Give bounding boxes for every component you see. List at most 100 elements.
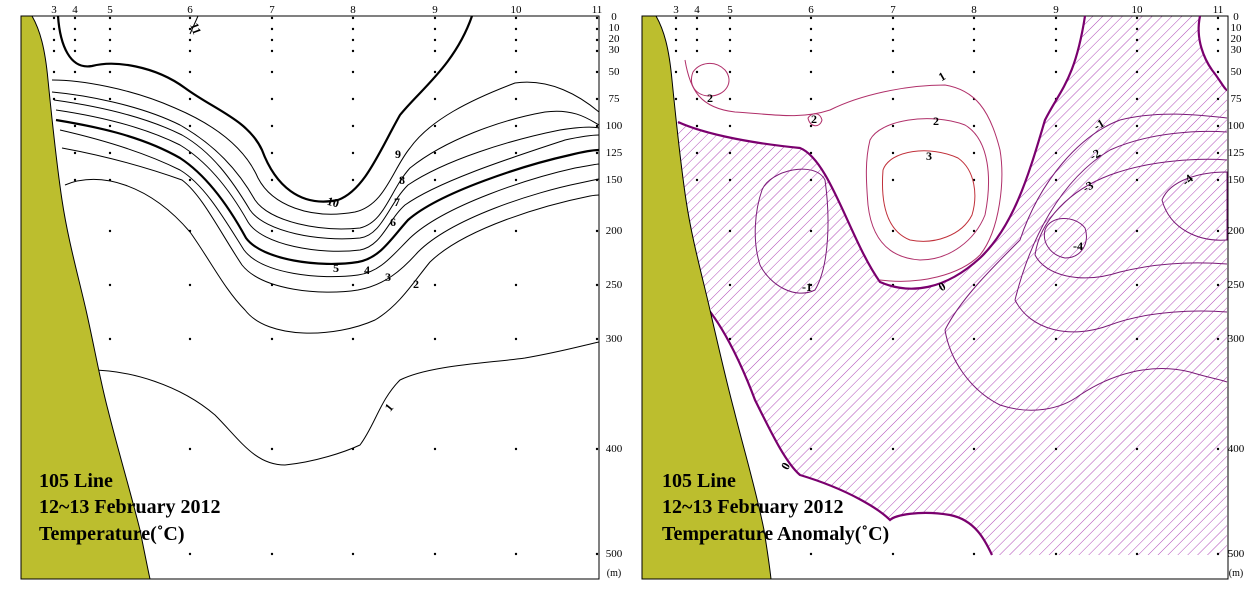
station-dot	[73, 49, 77, 53]
station-dot	[108, 283, 112, 287]
station-dot	[728, 97, 732, 101]
station-dot	[351, 283, 355, 287]
contour-minus3-lower	[1034, 254, 1228, 279]
station-dot	[809, 16, 813, 20]
station-dot	[809, 70, 813, 74]
depth-tick: 250	[1228, 279, 1245, 291]
station-dot	[972, 283, 976, 287]
contour-2	[64, 178, 600, 334]
depth-tick: 100	[1228, 120, 1245, 132]
station-dot	[674, 97, 678, 101]
station-tick: 7	[269, 4, 275, 16]
contour-labels: 11 10 9 8 7 6 5 4 3 2 1	[187, 21, 419, 414]
station-axis: 3 4 5 6 7 8 9 10 11	[673, 4, 1223, 16]
station-dot	[809, 229, 813, 233]
depth-tick: 125	[606, 147, 623, 159]
depth-tick: 150	[606, 174, 623, 186]
panel-caption: 105 Line 12~13 February 2012 Temperature…	[662, 470, 889, 545]
station-tick: 4	[72, 4, 78, 16]
station-dot	[972, 16, 976, 20]
station-dot	[351, 337, 355, 341]
station-dot	[1216, 283, 1220, 287]
station-dot	[891, 70, 895, 74]
depth-tick: 300	[606, 333, 623, 345]
station-dot	[1216, 16, 1220, 20]
contour-label: 2	[811, 112, 817, 126]
depth-tick: 50	[609, 66, 621, 78]
station-dot	[108, 38, 112, 42]
station-dot	[1135, 124, 1139, 128]
depth-tick: 100	[606, 120, 623, 132]
contour-9	[51, 79, 600, 215]
station-dot	[1216, 337, 1220, 341]
station-dot	[1135, 552, 1139, 556]
contour-plus2-small	[691, 63, 730, 97]
station-dot	[695, 38, 699, 42]
station-dot	[270, 337, 274, 341]
station-dot	[1135, 283, 1139, 287]
contour-minus4-left	[1043, 218, 1087, 259]
station-dot	[1054, 337, 1058, 341]
station-dot	[595, 447, 599, 451]
contour-label: 5	[333, 261, 339, 275]
station-dot	[674, 27, 678, 31]
depth-tick: 300	[1228, 333, 1245, 345]
station-axis: 3 4 5 6 7 8 9 10 11	[51, 4, 602, 16]
station-dot	[809, 552, 813, 556]
station-dot	[695, 178, 699, 182]
station-dot	[809, 49, 813, 53]
station-dot	[270, 178, 274, 182]
station-dot	[351, 16, 355, 20]
station-dot	[809, 124, 813, 128]
contour-plus2-tiny	[807, 113, 823, 127]
contour-label: -1	[802, 280, 812, 294]
contour-plus2	[865, 118, 989, 261]
station-dot	[695, 124, 699, 128]
station-dot	[695, 16, 699, 20]
contour-label: 2	[413, 277, 419, 291]
station-dot	[188, 178, 192, 182]
station-dot	[728, 38, 732, 42]
contour-label: 7	[394, 195, 400, 209]
station-tick: 11	[592, 4, 603, 16]
station-dot	[108, 16, 112, 20]
depth-tick: 10	[609, 22, 621, 34]
depth-tick: 50	[1231, 66, 1243, 78]
temperature-panel: 11 10 9 8 7 6 5 4 3 2 1 3 4 5 6 7 8 9 10…	[20, 4, 623, 580]
station-tick: 3	[51, 4, 57, 16]
depth-tick: 500	[606, 548, 623, 560]
station-dot	[595, 552, 599, 556]
station-dot	[1135, 151, 1139, 155]
station-dot	[73, 124, 77, 128]
station-dot	[1054, 552, 1058, 556]
station-dot	[1054, 70, 1058, 74]
contour-label: 3	[385, 270, 391, 284]
station-dot	[108, 124, 112, 128]
station-dot	[1054, 27, 1058, 31]
depth-tick: 500	[1228, 548, 1245, 560]
station-grid-dots	[674, 16, 1220, 556]
station-dot	[1054, 124, 1058, 128]
station-tick: 6	[808, 4, 814, 16]
contour-label: 10	[325, 194, 340, 211]
station-dot	[1216, 49, 1220, 53]
station-dot	[809, 178, 813, 182]
panel-caption: 105 Line 12~13 February 2012 Temperature…	[39, 470, 221, 545]
contour-label: 1	[382, 401, 397, 415]
station-tick: 9	[1053, 4, 1059, 16]
station-tick: 9	[432, 4, 438, 16]
station-dot	[108, 49, 112, 53]
station-dot	[270, 447, 274, 451]
station-dot	[595, 229, 599, 233]
caption-line: 12~13 February 2012	[662, 496, 844, 518]
depth-tick: 75	[1231, 93, 1243, 105]
temperature-anomaly-panel: 1 2 2 2 3 0 0 -1 -1 -2 -3 -4 -4 3 4 5 6 …	[641, 4, 1245, 580]
anomaly-contours	[677, 15, 1228, 556]
station-dot	[270, 38, 274, 42]
station-dot	[972, 124, 976, 128]
station-dot	[1135, 27, 1139, 31]
station-dot	[695, 27, 699, 31]
contour-1	[89, 341, 600, 466]
station-dot	[1054, 38, 1058, 42]
contour-minus2-lower	[1014, 299, 1228, 333]
